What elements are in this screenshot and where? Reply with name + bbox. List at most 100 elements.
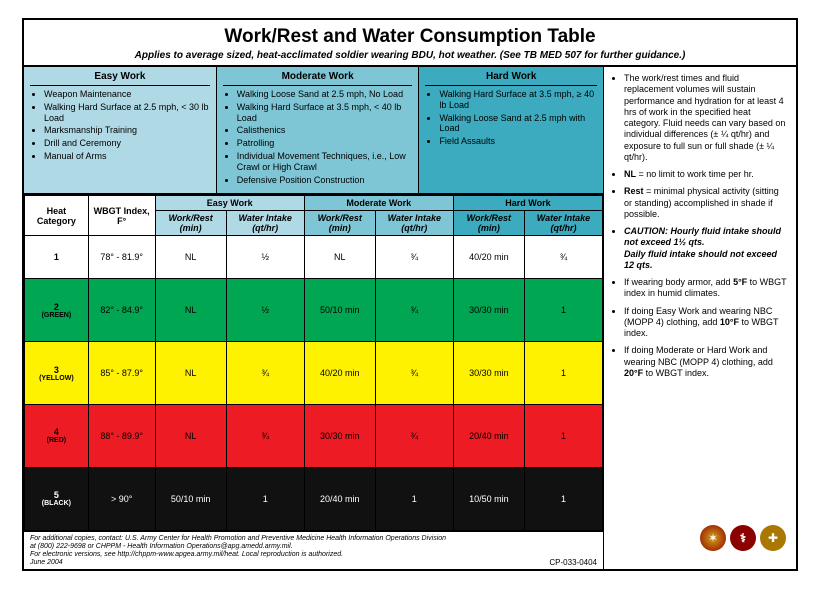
list-item: Field Assaults [439,136,597,147]
activities-moderate: Moderate Work Walking Loose Sand at 2.5 … [217,67,420,193]
table-cell: 50/10 min [155,467,226,530]
th-hard-wr: Work/Rest (min) [453,211,524,236]
th-group-easy: Easy Work [155,196,304,211]
table-cell: NL [155,236,226,279]
list-item: Drill and Ceremony [44,138,210,149]
table-cell: 1 [375,467,453,530]
list-item: Walking Loose Sand at 2.5 mph, No Load [237,89,413,100]
table-row: 178° - 81.9°NL½NL¾40/20 min¾ [25,236,603,279]
table-row: 2(green)82° - 84.9°NL½50/10 min¾30/30 mi… [25,279,603,342]
table-cell: ¾ [226,405,304,468]
table-cell: 78° - 81.9° [88,236,155,279]
table-cell: ¾ [375,279,453,342]
table-row: 5(black)> 90°50/10 min120/40 min110/50 m… [25,467,603,530]
card: Work/Rest and Water Consumption Table Ap… [22,18,798,571]
list-item: Walking Hard Surface at 3.5 mph, ≥ 40 lb… [439,89,597,111]
activities-easy-list: Weapon Maintenance Walking Hard Surface a… [30,89,210,162]
table-cell: NL [155,279,226,342]
list-item: Walking Loose Sand at 2.5 mph with Load [439,113,597,135]
table-cell: 30/30 min [453,342,524,405]
list-item: Manual of Arms [44,151,210,162]
logo-icon-2: ⚕ [730,525,756,551]
table-cell: 40/20 min [304,342,375,405]
table-cell: NL [304,236,375,279]
notes-list: The work/rest times and fluid replacemen… [612,73,788,379]
table-cell: 50/10 min [304,279,375,342]
table-cell: ½ [226,279,304,342]
left-column: Easy Work Weapon Maintenance Walking Hard… [24,67,604,569]
th-mod-wi: Water Intake (qt/hr) [375,211,453,236]
table-cell: 1 [524,279,602,342]
list-item: Marksmanship Training [44,125,210,136]
table-body: 178° - 81.9°NL½NL¾40/20 min¾2(green)82° … [25,236,603,530]
activities-hard-label: Hard Work [425,71,597,86]
table-cell: 88° - 89.9° [88,405,155,468]
note-item: The work/rest times and fluid replacemen… [624,73,788,163]
list-item: Patrolling [237,138,413,149]
header: Work/Rest and Water Consumption Table Ap… [24,20,796,67]
note-item: CAUTION: Hourly fluid intake should not … [624,226,788,271]
table-row: 3(yellow)85° - 87.9°NL¾40/20 min¾30/30 m… [25,342,603,405]
table-row: 4(red)88° - 89.9°NL¾30/30 min¾20/40 min1 [25,405,603,468]
table-cell: 30/30 min [453,279,524,342]
footer: For additional copies, contact: U.S. Arm… [24,531,603,569]
notes-column: The work/rest times and fluid replacemen… [604,67,796,569]
activities-easy: Easy Work Weapon Maintenance Walking Hard… [24,67,217,193]
table-cell: 20/40 min [453,405,524,468]
table-cell: 82° - 84.9° [88,279,155,342]
logo-icon-1: ✶ [700,525,726,551]
activities-row: Easy Work Weapon Maintenance Walking Hard… [24,67,603,195]
logos: ✶ ⚕ ✚ [700,525,786,551]
table-cell: ¾ [226,342,304,405]
list-item: Individual Movement Techniques, i.e., Lo… [237,151,413,173]
table-cell: 5(black) [25,467,89,530]
list-item: Walking Hard Surface at 2.5 mph, < 30 lb… [44,102,210,124]
th-wbgt: WBGT Index, F° [88,196,155,236]
table-cell: NL [155,405,226,468]
table-cell: 85° - 87.9° [88,342,155,405]
table-cell: ½ [226,236,304,279]
note-item: If doing Moderate or Hard Work and weari… [624,345,788,379]
table-cell: 20/40 min [304,467,375,530]
activities-moderate-label: Moderate Work [223,71,413,86]
activities-easy-label: Easy Work [30,71,210,86]
footer-code: CP-033-0404 [549,558,597,567]
th-easy-wr: Work/Rest (min) [155,211,226,236]
subtitle: Applies to average sized, heat-acclimate… [32,50,788,61]
th-mod-wr: Work/Rest (min) [304,211,375,236]
activities-moderate-list: Walking Loose Sand at 2.5 mph, No Load Wa… [223,89,413,185]
activities-hard: Hard Work Walking Hard Surface at 3.5 mp… [419,67,603,193]
table-cell: ¾ [524,236,602,279]
table-cell: 1 [524,467,602,530]
note-item: If doing Easy Work and wearing NBC (MOPP… [624,306,788,340]
table-cell: 40/20 min [453,236,524,279]
title: Work/Rest and Water Consumption Table [32,26,788,48]
list-item: Walking Hard Surface at 3.5 mph, < 40 lb… [237,102,413,124]
table-cell: 4(red) [25,405,89,468]
th-group-moderate: Moderate Work [304,196,453,211]
table-cell: ¾ [375,342,453,405]
data-table: Heat Category WBGT Index, F° Easy Work M… [24,195,603,530]
logo-icon-3: ✚ [760,525,786,551]
table-cell: 10/50 min [453,467,524,530]
th-easy-wi: Water Intake (qt/hr) [226,211,304,236]
main-area: Easy Work Weapon Maintenance Walking Hard… [24,67,796,569]
table-cell: NL [155,342,226,405]
table-cell: 1 [524,342,602,405]
note-item: If wearing body armor, add 5°F to WBGT i… [624,277,788,300]
table-cell: > 90° [88,467,155,530]
list-item: Defensive Position Construction [237,175,413,186]
table-cell: ¾ [375,405,453,468]
table-cell: 1 [25,236,89,279]
activities-hard-list: Walking Hard Surface at 3.5 mph, ≥ 40 lb… [425,89,597,147]
th-hard-wi: Water Intake (qt/hr) [524,211,602,236]
note-item: NL = no limit to work time per hr. [624,169,788,180]
th-group-hard: Hard Work [453,196,602,211]
table-cell: 2(green) [25,279,89,342]
table-cell: ¾ [375,236,453,279]
table-cell: 1 [524,405,602,468]
list-item: Weapon Maintenance [44,89,210,100]
note-item: Rest = minimal physical activity (sittin… [624,186,788,220]
table-cell: 30/30 min [304,405,375,468]
th-heat-category: Heat Category [25,196,89,236]
